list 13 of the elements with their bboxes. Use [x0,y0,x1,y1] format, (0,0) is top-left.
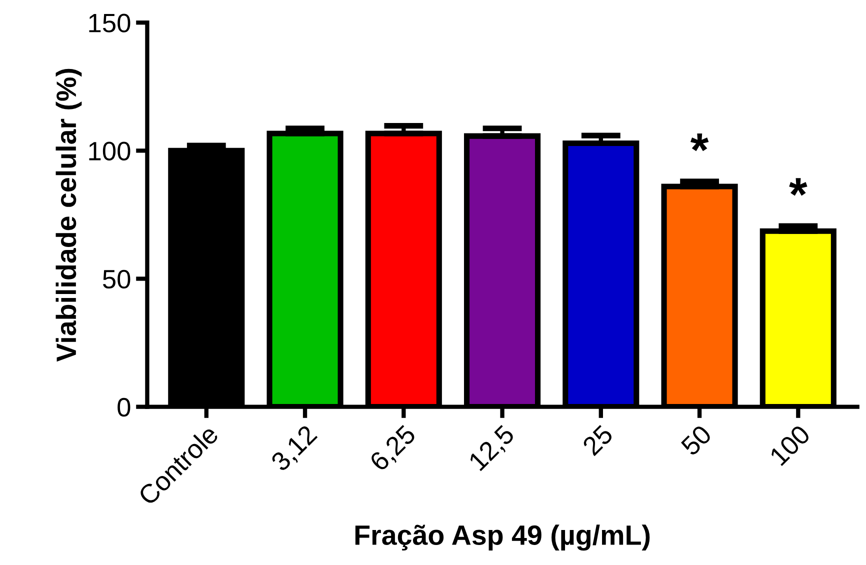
y-axis-title: Viabilidade celular (%) [56,68,82,362]
x-tick-label: 25 [582,424,614,456]
x-tick-label: 3,12 [270,424,320,474]
y-tick-label: 0 [118,398,130,417]
x-tick-label: 6,25 [368,424,419,474]
y-tick-label: 150 [89,14,130,32]
y-tick-label: 100 [89,142,130,160]
x-tick-label: 100 [768,424,812,466]
y-tick-label: 50 [102,270,130,289]
x-tick-label: 50 [680,424,713,456]
x-axis-title: Fração Asp 49 (µg/mL) [355,524,650,551]
annotation: * [690,134,709,152]
annotation: * [789,178,808,196]
